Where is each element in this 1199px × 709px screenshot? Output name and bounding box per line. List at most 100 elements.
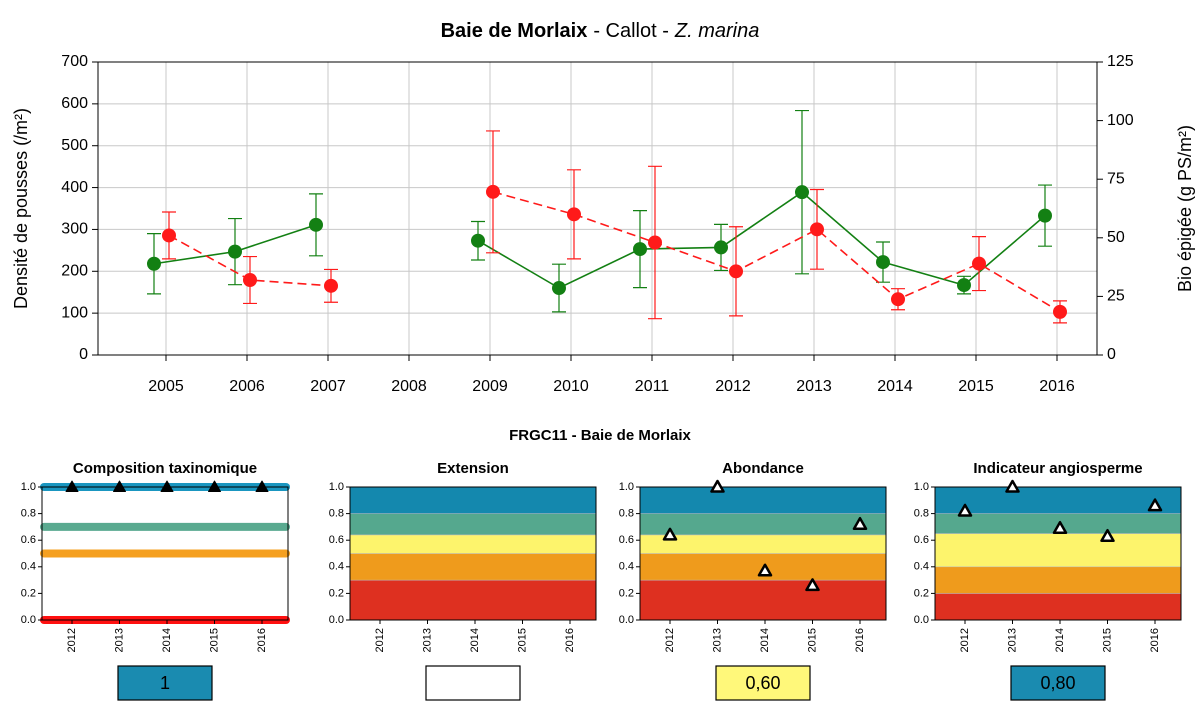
point [795,185,809,200]
title-part: - Callot - [593,20,669,42]
point [567,207,581,222]
x-tick-label: 2006 [229,378,265,395]
y2-tick-label: 50 [1107,229,1125,246]
x-tick-label: 2014 [1054,628,1066,652]
class-band [639,513,887,536]
y2-tick-label: 100 [1107,112,1134,129]
result-value: 1 [160,673,170,693]
x-tick-label: 2012 [715,378,751,395]
x-tick-label: 2015 [516,628,528,652]
x-tick-label: 2005 [148,378,184,395]
y-tick-label: 0.6 [619,534,634,546]
marker [113,480,126,492]
x-tick-label: 2014 [759,628,771,652]
y2-axis-label: Bio épigée (g PS/m²) [1175,125,1195,292]
marker [805,578,820,592]
y2-tick-label: 125 [1107,53,1134,70]
title-part: Baie de Morlaix [441,20,588,42]
section-title: FRGC11 - Baie de Morlaix [509,427,691,444]
point [147,256,161,271]
y-tick-label: 1.0 [914,481,929,493]
y-tick-label: 1.0 [619,481,634,493]
x-tick-label: 2014 [469,628,481,652]
marker [662,527,678,541]
x-tick-label: 2016 [564,628,576,652]
class-band [349,534,597,554]
y-tick-label: 0.6 [914,534,929,546]
point [486,184,500,199]
point [228,244,242,259]
panel-title: Extension [437,460,509,477]
y-tick-label: 0.2 [914,587,929,599]
marker [65,480,79,492]
marker [160,480,174,492]
x-tick-label: 2016 [1039,378,1075,395]
point [810,222,824,237]
class-band [934,486,1182,514]
title-part: Z. marina [674,20,759,42]
marker [1052,520,1068,534]
y2-tick-label: 0 [1107,346,1116,363]
x-tick-label: 2011 [635,378,670,395]
marker [852,516,868,530]
plot-frame [97,61,1098,356]
point [243,272,257,287]
class-band [349,486,597,514]
class-band [639,486,887,514]
x-tick-label: 2015 [208,628,220,652]
y-tick-label: 0.8 [914,508,929,520]
y-tick-label: 0.6 [21,534,36,546]
point [957,278,971,293]
point [324,278,338,293]
marker [957,503,973,517]
y-tick-label: 100 [61,304,88,321]
class-band [934,593,1182,621]
y2-tick-label: 25 [1107,288,1125,305]
point [162,228,176,243]
x-tick-label: 2012 [664,628,676,652]
y-tick-label: 0.2 [619,587,634,599]
x-tick-label: 2013 [113,628,125,652]
y-tick-label: 600 [61,95,88,112]
marker [1100,528,1115,542]
marker [757,563,773,577]
point [471,233,485,248]
y-tick-label: 0.0 [914,614,929,626]
y-tick-label: 700 [61,53,88,70]
point [633,242,647,257]
plot-frame [934,486,1182,621]
plot-frame [639,486,887,621]
panel-title: Composition taxinomique [73,460,257,477]
x-tick-label: 2013 [421,628,433,652]
y-tick-label: 0.4 [619,561,634,573]
x-tick-label: 2015 [806,628,818,652]
plot-area [98,62,1097,355]
result-box [425,665,521,701]
x-tick-label: 2012 [66,628,78,652]
result-value: 0,60 [745,673,780,693]
y-tick-label: 1.0 [21,481,36,493]
x-tick-label: 2016 [256,628,268,652]
y2-tick-label: 75 [1107,170,1125,187]
y-tick-label: 200 [61,263,88,280]
y-tick-label: 0.4 [914,561,929,573]
y-axis-label: Densité de pousses (/m²) [11,108,31,309]
chart-title: Baie de Morlaix - Callot - Z. marina [441,20,760,42]
x-tick-label: 2016 [854,628,866,652]
class-band [349,579,597,621]
y-tick-label: 400 [61,179,88,196]
x-tick-label: 2013 [796,378,832,395]
panel-title: Abondance [722,460,804,477]
x-tick-label: 2016 [1149,628,1161,652]
y-tick-label: 0.4 [21,561,36,573]
marker [1147,498,1163,512]
point [309,217,323,232]
y-tick-label: 0.2 [21,587,36,599]
x-tick-label: 2012 [374,628,386,652]
class-band [934,533,1182,568]
result-box [715,665,811,701]
result-box [117,665,213,701]
class-band [349,553,597,581]
marker [1005,479,1020,493]
